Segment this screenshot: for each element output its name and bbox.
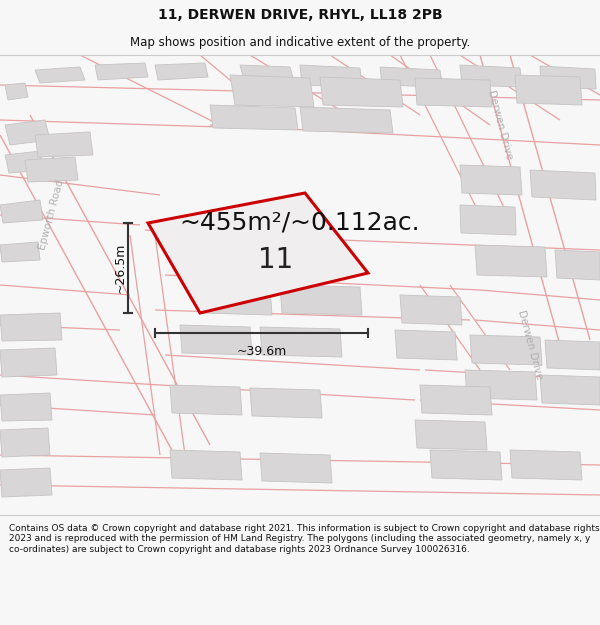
Polygon shape bbox=[320, 77, 403, 107]
Polygon shape bbox=[280, 285, 362, 315]
Polygon shape bbox=[260, 327, 342, 357]
Text: Epworth Road: Epworth Road bbox=[38, 179, 66, 251]
Polygon shape bbox=[540, 66, 596, 89]
Polygon shape bbox=[95, 63, 148, 80]
Polygon shape bbox=[460, 165, 522, 195]
Polygon shape bbox=[300, 65, 362, 87]
Polygon shape bbox=[25, 157, 78, 182]
Polygon shape bbox=[170, 450, 242, 480]
Text: Contains OS data © Crown copyright and database right 2021. This information is : Contains OS data © Crown copyright and d… bbox=[9, 524, 599, 554]
Polygon shape bbox=[530, 170, 596, 200]
Polygon shape bbox=[0, 428, 50, 457]
Polygon shape bbox=[510, 450, 582, 480]
Polygon shape bbox=[0, 242, 40, 262]
Polygon shape bbox=[415, 420, 487, 450]
Polygon shape bbox=[0, 348, 57, 377]
Polygon shape bbox=[300, 107, 393, 133]
Polygon shape bbox=[180, 325, 252, 355]
Polygon shape bbox=[250, 388, 322, 418]
Text: 11, DERWEN DRIVE, RHYL, LL18 2PB: 11, DERWEN DRIVE, RHYL, LL18 2PB bbox=[158, 8, 442, 22]
Polygon shape bbox=[5, 120, 50, 145]
Polygon shape bbox=[430, 450, 502, 480]
Polygon shape bbox=[545, 340, 600, 370]
Polygon shape bbox=[0, 200, 43, 223]
Text: ~39.6m: ~39.6m bbox=[236, 345, 287, 358]
Polygon shape bbox=[460, 65, 522, 87]
Polygon shape bbox=[5, 83, 28, 100]
Polygon shape bbox=[170, 385, 242, 415]
Polygon shape bbox=[240, 65, 295, 85]
Polygon shape bbox=[230, 75, 314, 107]
Polygon shape bbox=[540, 375, 600, 405]
Polygon shape bbox=[0, 313, 62, 341]
Text: ~26.5m: ~26.5m bbox=[113, 242, 127, 293]
Polygon shape bbox=[475, 245, 547, 277]
Polygon shape bbox=[5, 151, 44, 173]
Text: ~455m²/~0.112ac.: ~455m²/~0.112ac. bbox=[179, 211, 421, 235]
Text: Derwen Drive: Derwen Drive bbox=[516, 309, 544, 381]
Polygon shape bbox=[35, 132, 93, 157]
Polygon shape bbox=[155, 63, 208, 80]
Polygon shape bbox=[260, 453, 332, 483]
Polygon shape bbox=[0, 393, 52, 421]
Polygon shape bbox=[420, 385, 492, 415]
Polygon shape bbox=[470, 335, 542, 365]
Polygon shape bbox=[415, 78, 492, 107]
Polygon shape bbox=[400, 295, 462, 325]
Text: Map shows position and indicative extent of the property.: Map shows position and indicative extent… bbox=[130, 36, 470, 49]
Polygon shape bbox=[515, 75, 582, 105]
Polygon shape bbox=[395, 330, 457, 360]
Polygon shape bbox=[465, 370, 537, 400]
Text: 11: 11 bbox=[257, 246, 293, 274]
Polygon shape bbox=[210, 105, 298, 130]
Polygon shape bbox=[555, 250, 600, 280]
Polygon shape bbox=[148, 193, 368, 313]
Polygon shape bbox=[0, 468, 52, 497]
Text: Derwen Drive: Derwen Drive bbox=[486, 89, 514, 161]
Polygon shape bbox=[380, 67, 442, 87]
Polygon shape bbox=[460, 205, 516, 235]
Polygon shape bbox=[35, 67, 85, 83]
Polygon shape bbox=[200, 285, 272, 315]
